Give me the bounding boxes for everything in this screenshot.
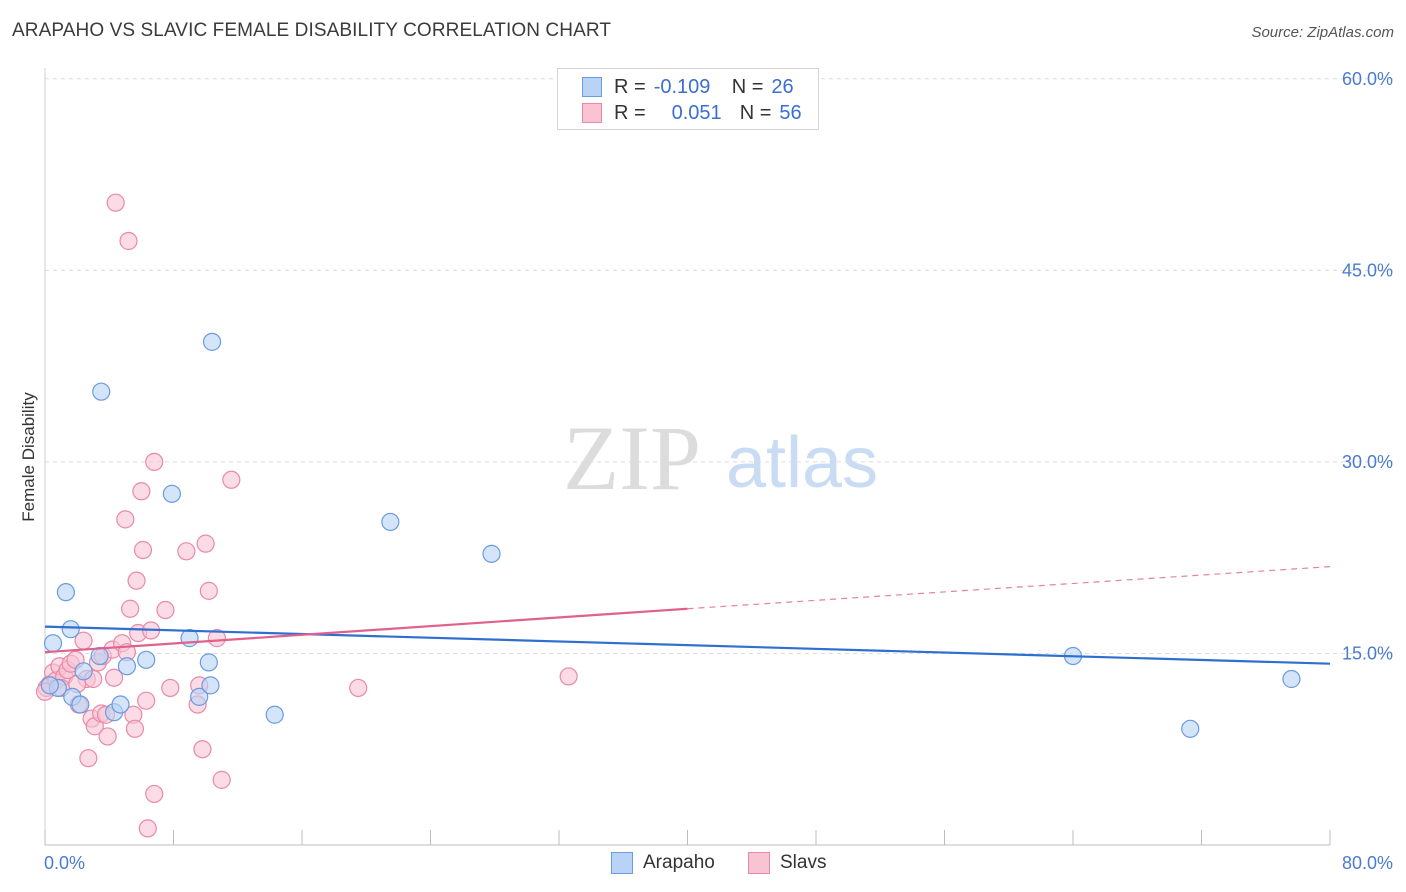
arapaho-point bbox=[74, 662, 93, 681]
slavs-point bbox=[137, 691, 156, 710]
y-tick-label: 60.0% bbox=[1342, 69, 1393, 89]
legend-n-label: N = bbox=[739, 101, 772, 124]
arapaho-point bbox=[43, 634, 63, 653]
slavs-point bbox=[145, 452, 164, 471]
slavs-point bbox=[193, 740, 212, 759]
slavs-point bbox=[222, 470, 241, 489]
slavs-point bbox=[559, 667, 578, 686]
slavs-point bbox=[161, 678, 180, 698]
arapaho-point bbox=[381, 512, 400, 532]
y-tick-label: 15.0% bbox=[1342, 643, 1393, 663]
legend-n-value: 26 bbox=[771, 75, 794, 98]
trend-lines bbox=[44, 566, 1331, 665]
arapaho-legend-swatch bbox=[611, 852, 633, 874]
slavs-point bbox=[119, 231, 138, 251]
x-tick-label: 80.0% bbox=[1342, 853, 1393, 873]
slavs-point bbox=[127, 571, 146, 590]
slavs-point bbox=[196, 534, 215, 553]
slavs-point bbox=[177, 542, 196, 561]
arapaho-point bbox=[111, 695, 130, 714]
y-tick-label: 45.0% bbox=[1342, 260, 1393, 280]
data-points bbox=[35, 193, 1301, 838]
arapaho-point bbox=[92, 382, 111, 401]
arapaho-point bbox=[1181, 719, 1200, 738]
legend-label-slavs: Slavs bbox=[780, 852, 827, 873]
arapaho-point bbox=[90, 646, 109, 666]
slavs-point bbox=[133, 540, 153, 560]
arapaho-point bbox=[56, 583, 75, 602]
arapaho-point bbox=[61, 620, 80, 639]
slavs-point bbox=[207, 629, 226, 648]
arapaho-point bbox=[1282, 669, 1301, 689]
y-tick-label: 30.0% bbox=[1342, 452, 1393, 472]
arapaho-point bbox=[199, 653, 218, 672]
arapaho-point bbox=[482, 544, 501, 563]
legend-r-value: 0.051 bbox=[671, 101, 722, 124]
legend-r-value: -0.109 bbox=[653, 75, 711, 98]
gridlines bbox=[45, 78, 1395, 654]
slavs-point bbox=[125, 719, 145, 738]
slavs-point bbox=[132, 482, 151, 501]
slavs-trend-extension bbox=[687, 566, 1331, 610]
chart-title: ARAPAHO VS SLAVIC FEMALE DISABILITY CORR… bbox=[12, 20, 612, 41]
slavs-point bbox=[106, 193, 125, 212]
tick-labels: 15.0% 30.0% 45.0% 60.0% 0.0% 80.0% bbox=[44, 69, 1393, 873]
arapaho-point bbox=[71, 695, 90, 714]
legend-row-arapaho: R = -0.109 N = 26 bbox=[582, 74, 794, 100]
slavs-point bbox=[79, 749, 98, 768]
series-legend: Arapaho Slavs bbox=[0, 852, 1406, 878]
slavs-point bbox=[199, 581, 218, 600]
correlation-legend: R = -0.109 N = 26 R = 0.051 N = 56 bbox=[557, 68, 819, 130]
slavs-trend-line bbox=[44, 607, 688, 654]
y-axis-title: Female Disability bbox=[19, 392, 38, 522]
source-credit: Source: ZipAtlas.com bbox=[1251, 24, 1394, 41]
watermark-zip: ZIP bbox=[563, 407, 701, 509]
legend-row-slavs: R = 0.051 N = 56 bbox=[582, 100, 802, 126]
slavs-point bbox=[104, 668, 124, 687]
x-tick-label: 0.0% bbox=[44, 853, 85, 873]
slavs-point bbox=[349, 678, 368, 698]
arapaho-point bbox=[201, 676, 220, 695]
arapaho-point bbox=[202, 332, 222, 351]
slavs-point bbox=[212, 770, 231, 789]
arapaho-point bbox=[190, 687, 209, 706]
legend-item-slavs[interactable]: Slavs bbox=[748, 852, 826, 874]
arapaho-trend-line bbox=[44, 625, 1331, 665]
legend-r-label: R = bbox=[614, 75, 646, 98]
arapaho-point bbox=[162, 484, 181, 503]
slavs-point bbox=[145, 784, 164, 804]
arapaho-point bbox=[117, 657, 137, 676]
legend-r-label: R = bbox=[614, 101, 646, 124]
slavs-point bbox=[116, 510, 135, 529]
legend-label-arapaho: Arapaho bbox=[643, 852, 715, 873]
legend-n-label: N = bbox=[731, 75, 764, 98]
arapaho-point bbox=[137, 650, 156, 669]
slavs-legend-swatch bbox=[748, 852, 770, 874]
slavs-point bbox=[138, 819, 157, 838]
arapaho-point bbox=[40, 676, 59, 695]
watermark-atlas: atlas bbox=[726, 423, 878, 503]
arapaho-point bbox=[265, 705, 284, 724]
slavs-swatch bbox=[582, 103, 602, 123]
slavs-point bbox=[98, 727, 117, 746]
slavs-point bbox=[121, 599, 140, 618]
axes bbox=[44, 68, 1331, 846]
legend-item-arapaho[interactable]: Arapaho bbox=[611, 852, 715, 874]
legend-n-value: 56 bbox=[779, 101, 802, 124]
slavs-point bbox=[156, 600, 175, 620]
arapaho-point bbox=[180, 629, 199, 648]
arapaho-swatch bbox=[582, 77, 602, 97]
